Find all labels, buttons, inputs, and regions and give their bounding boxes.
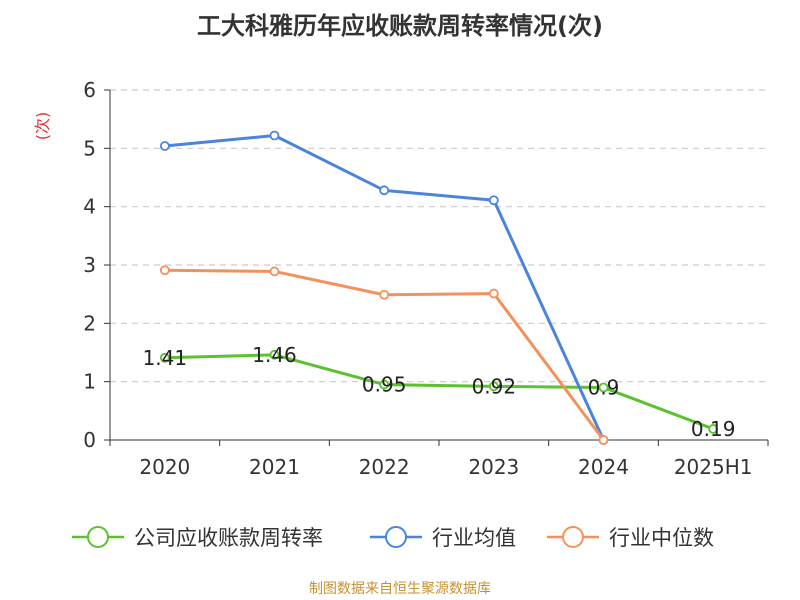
axes: 0 1 2 3 4 5 6 2020 2021 2022 2023 2024 2025H1 (次) [33,78,769,479]
data-point [488,195,499,206]
data-point [708,424,719,434]
data-point [159,265,170,276]
data-label: 0.95 [362,373,407,397]
data-point [488,288,499,299]
data-point [159,141,170,151]
x-tick-label: 2020 [139,455,190,479]
data-label: 0.19 [691,417,736,441]
y-tick-label: 3 [83,253,96,277]
data-point [269,349,280,360]
data-point [488,381,499,392]
legend-marker [562,526,584,548]
y-tick-label: 2 [83,311,96,335]
data-point [159,352,170,363]
x-tick-label: 2024 [578,455,629,479]
chart-title: 工大科雅历年应收账款周转率情况(次) [197,12,603,40]
data-label: 1.41 [143,346,188,370]
legend-marker [87,526,109,548]
data-label: 0.9 [588,376,620,400]
series-line-0 [164,353,714,431]
x-tick-label: 2022 [359,455,410,479]
legend-marker [385,526,407,548]
data-point [269,266,280,277]
legend-label: 行业均值 [432,526,516,550]
data-point [379,185,390,196]
legend-label: 公司应收账款周转率 [134,526,323,550]
data-point [379,379,390,390]
data-point [598,435,609,445]
data-label: 1.46 [252,343,297,367]
grid-lines [110,89,768,383]
legend: 公司应收账款周转率 行业均值 行业中位数 [72,526,714,550]
data-labels: 1.41 1.46 0.95 0.92 0.9 0.19 [143,343,736,441]
y-axis-label: (次) [33,112,52,141]
data-point [598,382,609,393]
source-note: 制图数据来自恒生聚源数据库 [309,581,491,597]
data-label: 0.92 [472,374,517,398]
y-tick-label: 6 [83,78,96,102]
x-tick-label: 2021 [249,455,300,479]
y-tick-label: 4 [83,195,96,219]
data-point [269,130,280,141]
x-tick-label: 2023 [468,455,519,479]
series-lines [159,130,719,445]
x-tick-label: 2025H1 [674,455,753,479]
legend-label: 行业中位数 [609,526,714,550]
y-tick-label: 1 [83,370,96,394]
data-point [379,289,390,300]
y-tick-label: 0 [83,428,96,452]
y-tick-label: 5 [83,136,96,160]
